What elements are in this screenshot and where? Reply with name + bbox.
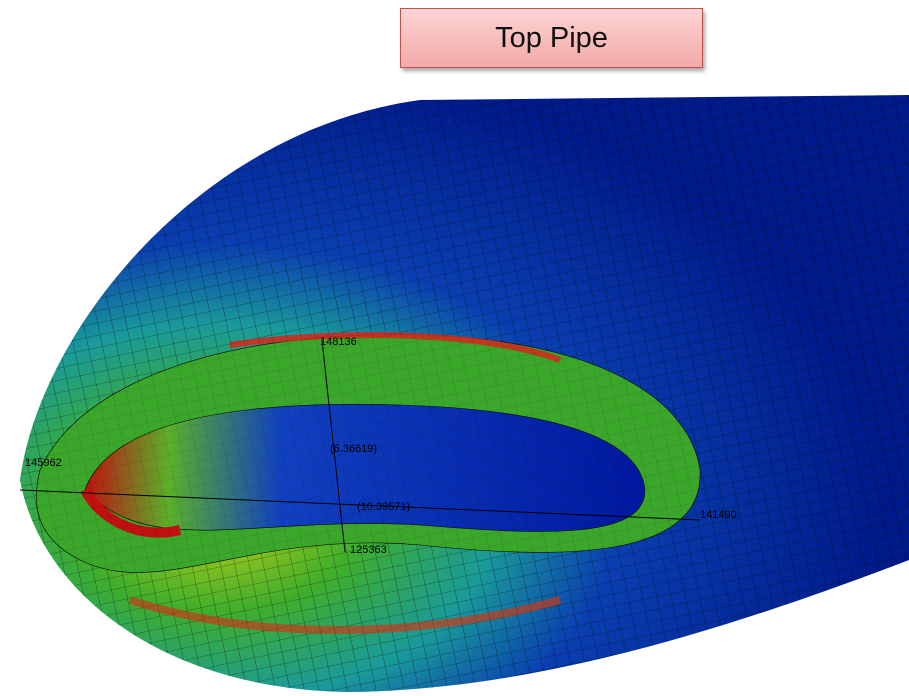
label-vertical-dim: (6.36619) xyxy=(330,443,377,455)
title: Top Pipe xyxy=(495,22,608,55)
screenshot: 148136 145962 141490 125363 (6.36619) (1… xyxy=(0,0,909,696)
render: 148136 145962 141490 125363 (6.36619) (1… xyxy=(0,0,909,696)
label-horizontal-dim: (10.39571) xyxy=(357,501,410,513)
label-bottom: 125363 xyxy=(350,544,387,556)
label-top: 148136 xyxy=(320,336,357,348)
title-box: Top Pipe xyxy=(400,8,703,68)
label-right: 141490 xyxy=(700,509,737,521)
body xyxy=(0,90,909,696)
label-left: 145962 xyxy=(25,457,62,469)
